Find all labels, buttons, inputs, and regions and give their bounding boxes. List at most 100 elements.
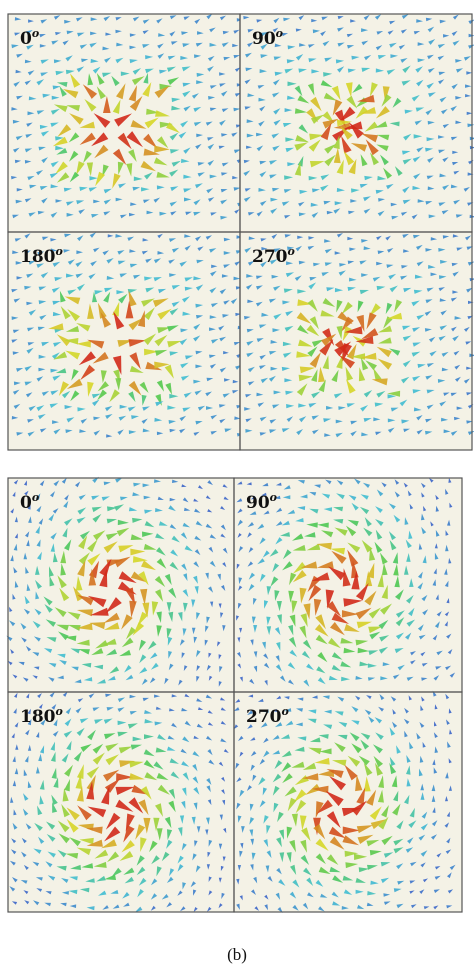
vector-arrow — [424, 328, 432, 332]
vector-arrow — [180, 906, 186, 912]
vector-arrow — [446, 837, 451, 844]
vector-arrow — [375, 45, 383, 51]
vector-arrow — [363, 208, 371, 214]
vector-arrow — [222, 856, 226, 862]
vector-arrow — [170, 149, 180, 154]
vector-arrow — [157, 251, 165, 255]
vector-arrow — [450, 430, 458, 436]
vector-arrow — [182, 736, 190, 743]
vector-arrow — [219, 367, 227, 373]
vector-arrow — [164, 573, 172, 586]
vector-arrow — [412, 185, 421, 190]
vector-arrow — [182, 407, 191, 412]
vector-arrow — [50, 238, 57, 242]
vector-arrow — [41, 341, 50, 347]
vector-arrow — [45, 861, 53, 868]
vector-arrow — [142, 82, 152, 97]
vector-arrow — [245, 418, 252, 423]
vector-arrow — [366, 789, 377, 806]
angle-value: 0 — [20, 29, 32, 49]
panel-background — [8, 14, 240, 232]
vector-arrow — [53, 351, 68, 360]
vector-arrow — [412, 327, 421, 332]
vector-arrow — [387, 390, 401, 397]
vector-arrow — [237, 637, 241, 643]
panel-background — [240, 14, 472, 232]
vector-arrow — [260, 54, 268, 59]
vector-arrow — [220, 738, 227, 743]
vector-arrow — [209, 42, 217, 47]
vector-arrow — [77, 507, 87, 515]
vector-arrow — [248, 212, 255, 216]
vector-arrow — [280, 532, 290, 537]
vector-arrow — [322, 695, 330, 700]
vector-arrow — [264, 680, 268, 686]
vector-arrow — [308, 584, 322, 602]
vector-arrow — [343, 598, 363, 607]
vector-arrow — [172, 247, 180, 253]
vector-arrow — [416, 261, 424, 267]
vector-arrow — [181, 484, 187, 488]
vector-arrow — [145, 258, 152, 263]
vector-arrow — [281, 366, 290, 371]
vector-arrow — [389, 727, 396, 736]
vector-arrow — [171, 41, 178, 45]
vector-arrow — [387, 427, 395, 433]
vector-arrow — [86, 162, 93, 177]
vector-arrow — [354, 853, 368, 860]
vector-arrow — [16, 432, 24, 436]
vector-arrow — [257, 523, 265, 530]
vector-arrow — [259, 69, 267, 74]
vector-arrow — [391, 215, 399, 220]
vector-arrow — [210, 85, 217, 89]
vector-arrow — [169, 758, 179, 764]
vector-arrow — [156, 18, 163, 24]
vector-fields — [6, 13, 474, 913]
vector-arrow — [351, 353, 366, 360]
vector-arrow — [442, 123, 450, 129]
vector-arrow — [264, 600, 269, 609]
vector-arrow — [179, 261, 187, 267]
vector-arrow — [34, 822, 43, 831]
vector-arrow — [136, 866, 146, 876]
vector-arrow — [222, 30, 230, 35]
vector-arrow — [431, 834, 437, 840]
vector-arrow — [155, 589, 164, 602]
vector-arrow — [16, 95, 23, 100]
vector-arrow — [439, 325, 448, 331]
vector-arrow — [169, 351, 179, 356]
vector-arrow — [275, 664, 282, 672]
vector-arrow — [440, 259, 448, 264]
vector-arrow — [149, 840, 158, 853]
vector-arrow — [103, 541, 118, 553]
vector-arrow — [182, 589, 189, 598]
vector-arrow — [452, 290, 459, 294]
vector-arrow — [126, 131, 143, 148]
vector-arrow — [16, 53, 23, 58]
vector-arrow — [340, 126, 353, 140]
vector-arrow — [362, 482, 370, 488]
vector-arrow — [291, 761, 305, 768]
vector-arrow — [435, 666, 442, 670]
vector-arrow — [184, 507, 191, 511]
vector-arrow — [450, 392, 457, 397]
vector-arrow — [286, 416, 294, 422]
vector-arrow — [109, 666, 120, 674]
vector-arrow — [320, 122, 332, 141]
vector-arrow — [297, 235, 304, 239]
vector-arrow — [155, 508, 163, 513]
vector-arrow — [159, 121, 173, 128]
vector-arrow — [277, 614, 282, 625]
vector-arrow — [105, 597, 122, 614]
vector-arrow — [422, 878, 428, 883]
vector-arrow — [244, 188, 251, 192]
vector-arrow — [11, 289, 18, 293]
vector-arrow — [447, 519, 451, 526]
vector-arrow — [46, 637, 57, 643]
vector-arrow — [26, 122, 33, 127]
vector-arrow — [308, 44, 315, 48]
vector-arrow — [331, 612, 350, 624]
vector-arrow — [205, 829, 209, 836]
vector-arrow — [219, 119, 226, 126]
vector-arrow — [298, 124, 309, 134]
